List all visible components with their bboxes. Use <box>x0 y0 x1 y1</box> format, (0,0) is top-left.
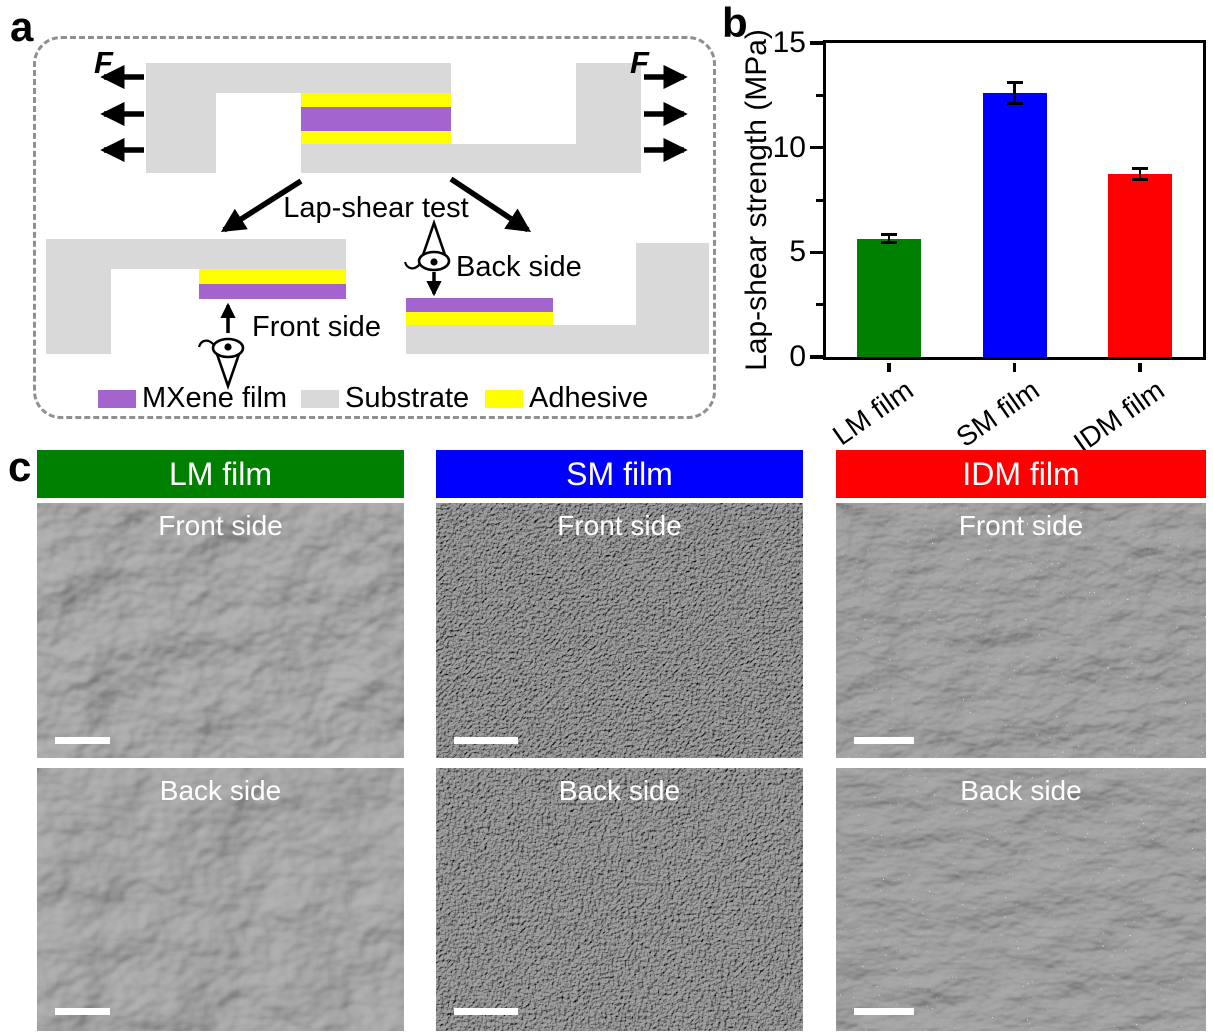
adhesive-layer-front <box>199 269 346 284</box>
lap-shear-schematic: F F Lap-shear test <box>46 45 709 414</box>
force-arrows <box>100 64 688 163</box>
bar-lm-film <box>856 238 921 357</box>
sem-image-sm-front: Front side <box>436 503 803 758</box>
y-tick-minor <box>816 198 823 202</box>
x-tick <box>1138 363 1142 372</box>
chart-plot-area <box>826 43 1203 357</box>
scale-bar <box>454 737 518 744</box>
error-bar-line <box>887 234 891 243</box>
column-header-lm-film: LM film <box>37 450 404 498</box>
error-bar-cap <box>880 233 897 237</box>
x-tick-label-2: SM film <box>950 374 1045 453</box>
scale-bar <box>854 737 914 744</box>
split-arrows <box>220 176 532 233</box>
front-side-specimen: Front side <box>46 239 381 390</box>
top-specimen <box>146 63 641 173</box>
x-tick <box>1012 363 1017 372</box>
sem-image-idm-front: Front side <box>836 503 1206 758</box>
legend-label-adhesive: Adhesive <box>529 382 648 414</box>
bar-idm-film <box>1108 173 1173 357</box>
error-bar-cap <box>1006 81 1023 85</box>
adhesive-layer-back <box>406 312 553 325</box>
bar-sm-film <box>982 93 1047 357</box>
mxene-layer-front <box>199 284 346 299</box>
back-side-label: Back side <box>456 251 582 283</box>
y-tick-major <box>810 355 823 359</box>
sem-image-lm-back: Back side <box>37 768 404 1031</box>
error-bar-cap <box>1132 167 1149 171</box>
adhesive-layer-top-1 <box>301 93 451 107</box>
substrate-top-right-bar <box>301 144 641 173</box>
panel-c-label: c <box>8 443 32 490</box>
y-tick-label: 5 <box>789 235 806 269</box>
panel-b-label: b <box>722 0 748 46</box>
substrate-top-left-leg <box>146 93 216 173</box>
mxene-layer-top <box>301 107 451 131</box>
y-tick-major <box>810 250 823 255</box>
y-tick-minor <box>816 93 823 97</box>
error-bar-line <box>1013 82 1016 104</box>
error-bar-cap <box>1132 177 1149 181</box>
column-header-sm-film: SM film <box>436 450 803 498</box>
substrate-front-leg <box>46 269 111 354</box>
y-tick-label: 15 <box>772 26 806 59</box>
force-label-right: F <box>630 45 650 80</box>
split-arrow-left <box>220 178 303 233</box>
substrate-top-left-bar <box>146 63 451 93</box>
scale-bar <box>454 1008 518 1015</box>
error-bar-cap <box>1006 102 1023 106</box>
column-header-sm-film-text: SM film <box>566 455 673 492</box>
substrate-back-leg <box>636 243 709 325</box>
y-tick-label: 0 <box>789 340 806 373</box>
legend-swatch-mxene <box>98 390 136 408</box>
y-tick-major <box>810 145 823 150</box>
lap-shear-test-caption: Lap-shear test <box>283 192 468 224</box>
substrate-front-bar <box>46 239 346 269</box>
force-label-left: F <box>94 45 114 80</box>
error-bar-cap <box>880 241 897 245</box>
panel-a-label: a <box>10 3 34 50</box>
column-header-idm-film: IDM film <box>836 450 1206 498</box>
sem-image-idm-back: Back side <box>836 768 1206 1031</box>
split-arrow-right <box>449 176 532 233</box>
scale-bar <box>854 1008 914 1015</box>
scale-bar <box>55 1008 110 1015</box>
x-tick-label-1: LM film <box>826 374 919 452</box>
y-tick-major <box>810 41 823 45</box>
x-tick <box>887 363 891 372</box>
eye-cone-up-icon <box>197 337 245 390</box>
schematic-legend: MXene film Substrate Adhesive <box>98 382 648 414</box>
mxene-layer-back <box>406 298 553 312</box>
column-header-lm-film-text: LM film <box>168 455 273 492</box>
y-tick-label: 10 <box>772 130 806 164</box>
sem-image-lm-front: Front side <box>37 503 404 758</box>
sem-image-sm-back: Back side <box>436 768 803 1031</box>
chart-frame <box>823 40 1206 360</box>
front-side-label: Front side <box>252 311 381 343</box>
adhesive-layer-top-2 <box>301 131 451 144</box>
column-header-idm-film-text: IDM film <box>962 455 1080 492</box>
scale-bar <box>55 737 110 744</box>
legend-label-substrate: Substrate <box>345 382 469 414</box>
y-axis-title: Lap-shear strength (MPa) <box>740 29 773 371</box>
error-bar-line <box>1138 168 1142 180</box>
eye-cone-down-icon <box>403 219 451 272</box>
legend-label-mxene: MXene film <box>142 382 287 414</box>
x-tick-label-3: IDM film <box>1068 374 1170 459</box>
panel-a-dashed-border: F F Lap-shear test <box>33 36 716 419</box>
y-tick-minor <box>816 303 823 307</box>
legend-swatch-adhesive <box>485 390 523 408</box>
substrate-back-bar <box>406 325 709 354</box>
substrate-top-right-leg <box>576 63 641 144</box>
legend-swatch-substrate <box>301 390 339 408</box>
back-side-specimen: Back side <box>403 219 709 354</box>
